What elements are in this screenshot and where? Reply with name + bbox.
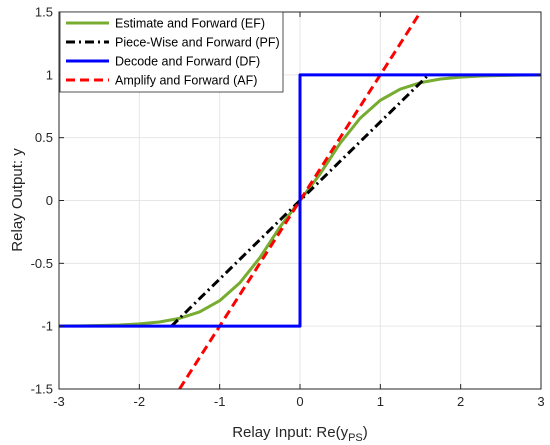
legend-items: Estimate and Forward (EF) Piece-Wise and …: [66, 17, 280, 88]
y-tick-label: 1.5: [35, 5, 53, 20]
series-lines: [59, 12, 541, 389]
x-tick-label: 0: [296, 394, 303, 409]
y-tick-label: 0: [46, 193, 53, 208]
y-tick-label: -1.5: [31, 382, 53, 397]
x-tick-label: 2: [457, 394, 464, 409]
series-line-2: [59, 73, 541, 328]
y-axis-title: Relay Output: y: [9, 148, 26, 252]
y-tick-label: 1: [46, 67, 53, 82]
legend-label-2: Decode and Forward (DF): [115, 55, 260, 69]
y-tick-label: -0.5: [31, 256, 53, 271]
y-tick-label: 0.5: [35, 130, 53, 145]
x-axis-title: Relay Input: Re(yPS): [232, 424, 368, 444]
x-tick-label: -1: [214, 394, 226, 409]
x-tick-label: 3: [537, 394, 544, 409]
legend-label-0: Estimate and Forward (EF): [115, 17, 265, 31]
legend-label-1: Piece-Wise and Forward (PF): [115, 36, 280, 50]
x-tick-label: 1: [377, 394, 384, 409]
legend-label-3: Amplify and Forward (AF): [115, 74, 257, 88]
legend: Estimate and Forward (EF) Piece-Wise and …: [59, 11, 284, 93]
y-tick-labels: -1.5 -1 -0.5 0 0.5 1 1.5: [31, 5, 53, 397]
x-tick-label: -3: [53, 394, 65, 409]
x-tick-label: -2: [134, 394, 146, 409]
y-tick-label: -1: [41, 319, 53, 334]
x-tick-labels: -3 -2 -1 0 1 2 3: [53, 394, 544, 409]
